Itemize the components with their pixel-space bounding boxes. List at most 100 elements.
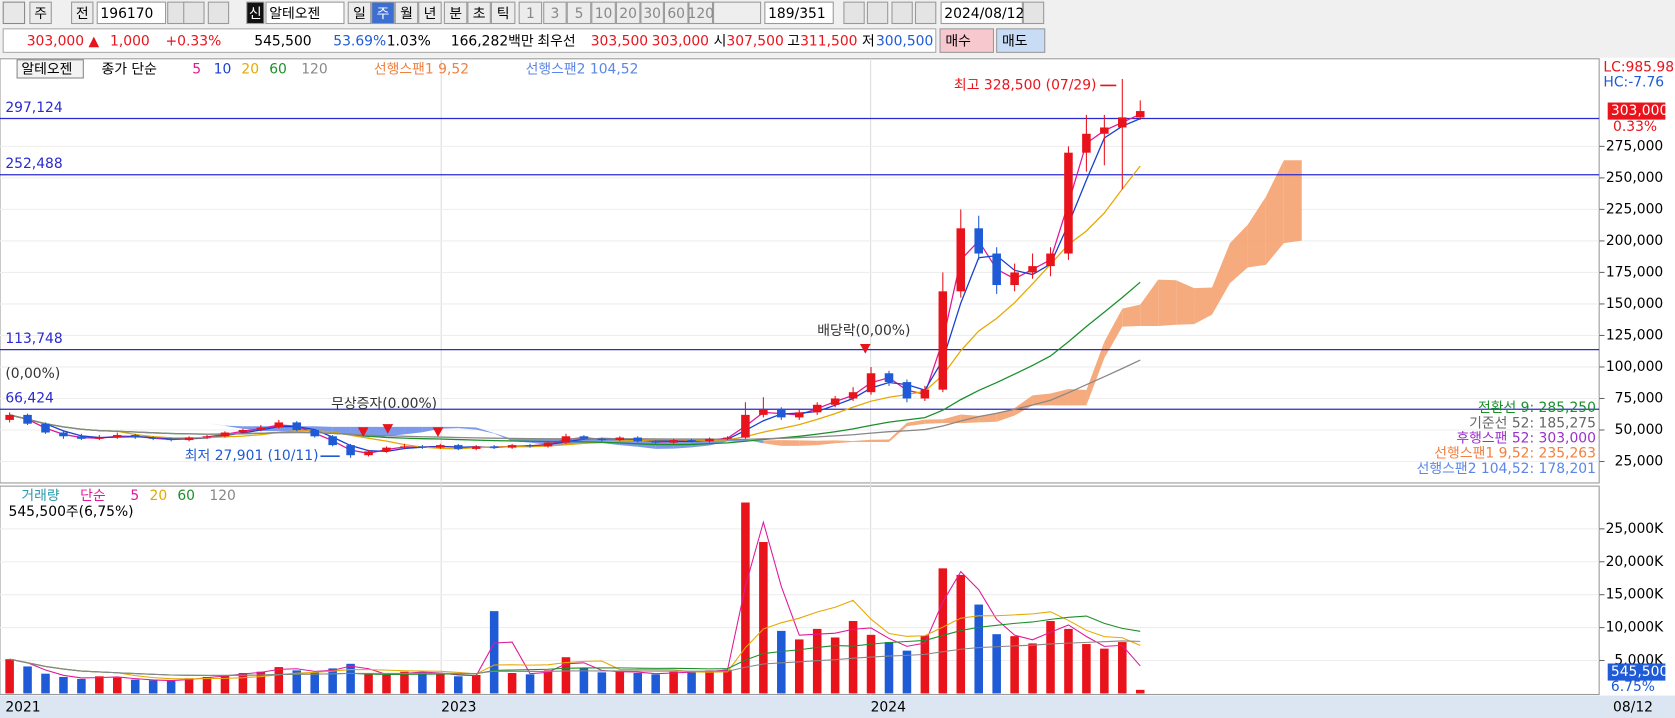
toolbar-field[interactable] bbox=[418, 1, 442, 25]
toolbar-field[interactable] bbox=[265, 1, 345, 25]
candle-body bbox=[148, 437, 158, 439]
toolbar-field[interactable] bbox=[371, 1, 395, 25]
ichimoku-cloud bbox=[924, 419, 943, 424]
toolbar-text: 2024/08/12 bbox=[944, 6, 1024, 22]
toolbar-text: 60 bbox=[667, 6, 685, 22]
trade-button-text: 매도 bbox=[1002, 34, 1028, 50]
volume-bar bbox=[1135, 689, 1145, 694]
volume-bar bbox=[687, 672, 696, 694]
toolbar-field[interactable] bbox=[764, 1, 834, 25]
candle-body bbox=[364, 451, 373, 456]
toolbar-text: 신 bbox=[249, 6, 262, 22]
toolbar-field[interactable] bbox=[543, 1, 567, 25]
toolbar-text: 120 bbox=[688, 6, 714, 22]
tool-button[interactable] bbox=[843, 1, 865, 25]
volume-bar bbox=[597, 672, 607, 694]
candle-body bbox=[400, 446, 409, 448]
toolbar-field[interactable] bbox=[443, 1, 468, 25]
volume-bar bbox=[1118, 642, 1127, 694]
volume-bar bbox=[382, 674, 391, 694]
volume-bar bbox=[436, 673, 445, 694]
toolbar-text: 전 bbox=[76, 6, 89, 22]
ichimoku-cloud bbox=[799, 440, 818, 446]
tool-button[interactable] bbox=[891, 1, 913, 25]
candle-body bbox=[561, 436, 571, 443]
candle-body bbox=[471, 446, 481, 449]
toolbar-field[interactable] bbox=[566, 1, 592, 25]
trade-button-text: 매수 bbox=[945, 34, 971, 50]
tool-button[interactable] bbox=[207, 1, 230, 25]
price-tick-label: 225,000 bbox=[1606, 201, 1663, 217]
quote-bar bbox=[2, 28, 937, 53]
quote-text: 최우선 bbox=[537, 34, 575, 50]
tool-button[interactable] bbox=[914, 1, 937, 25]
quote-text: 545,500 bbox=[254, 34, 311, 50]
ichimoku-cloud bbox=[817, 440, 836, 446]
toolbar-field[interactable] bbox=[96, 1, 167, 25]
quote-text: 저 bbox=[862, 34, 875, 50]
volume-bar bbox=[471, 674, 481, 694]
toolbar-field[interactable] bbox=[615, 1, 641, 25]
ichimoku-cloud bbox=[1032, 393, 1051, 406]
ichimoku-cloud bbox=[853, 439, 872, 442]
volume-bar bbox=[95, 676, 104, 694]
toolbar-field[interactable] bbox=[591, 1, 616, 25]
toolbar-text: 월 bbox=[400, 6, 413, 22]
menu-icon[interactable] bbox=[2, 1, 26, 25]
ichimoku-cloud bbox=[404, 426, 423, 435]
volume-bar bbox=[543, 670, 553, 694]
date-label: 08/12 bbox=[1613, 699, 1653, 715]
volume-bar bbox=[1028, 643, 1037, 694]
candle-body bbox=[328, 436, 337, 446]
toolbar-field[interactable] bbox=[71, 1, 94, 25]
candle-body bbox=[741, 414, 750, 438]
tool-button[interactable] bbox=[1022, 1, 1045, 25]
toolbar-field[interactable] bbox=[663, 1, 689, 25]
toolbar-field[interactable] bbox=[640, 1, 664, 25]
toolbar-field[interactable] bbox=[246, 1, 265, 25]
toolbar-field[interactable] bbox=[490, 1, 516, 25]
volume-bar bbox=[77, 678, 86, 694]
volume-bar bbox=[705, 670, 714, 694]
toolbar-field[interactable] bbox=[688, 1, 714, 25]
toolbar-field[interactable] bbox=[467, 1, 491, 25]
toolbar-text: 1 bbox=[526, 6, 535, 22]
toolbar-field[interactable] bbox=[394, 1, 419, 25]
volume-bar bbox=[579, 668, 589, 694]
sell-button[interactable] bbox=[996, 28, 1046, 53]
candle-body bbox=[59, 432, 68, 437]
buy-button[interactable] bbox=[939, 28, 994, 53]
toolbar-field[interactable] bbox=[940, 1, 1023, 25]
tool-button[interactable] bbox=[183, 1, 205, 25]
tool-button[interactable] bbox=[866, 1, 889, 25]
empty-dropdown[interactable] bbox=[713, 1, 762, 25]
current-price-label: 303,000 bbox=[1611, 103, 1668, 119]
candle-body bbox=[956, 228, 966, 292]
volume-bar bbox=[310, 672, 319, 694]
toolbar-field[interactable] bbox=[518, 1, 543, 25]
price-legend-item: 10 bbox=[214, 61, 232, 77]
volume-bar bbox=[848, 621, 858, 694]
candle-body bbox=[1118, 117, 1127, 128]
volume-bar bbox=[23, 666, 32, 694]
toolbar-text: 틱 bbox=[497, 6, 510, 22]
volume-bar bbox=[1046, 621, 1055, 694]
candle-body bbox=[113, 435, 122, 438]
volume-bar bbox=[777, 630, 786, 694]
price-tick-label: 275,000 bbox=[1606, 138, 1663, 154]
price-tick-label: 150,000 bbox=[1606, 296, 1663, 312]
volume-current-label: 545,500 bbox=[1611, 664, 1668, 680]
volume-bar bbox=[489, 611, 499, 694]
toolbar-field[interactable] bbox=[29, 1, 52, 25]
candle-body bbox=[866, 373, 876, 393]
candle-body bbox=[489, 446, 499, 448]
ichimoku-cloud bbox=[224, 425, 243, 429]
volume-bar bbox=[148, 680, 158, 694]
candle-body bbox=[346, 445, 355, 456]
candle-body bbox=[1028, 266, 1037, 273]
candle-body bbox=[454, 445, 463, 449]
toolbar-text: 189/351 bbox=[768, 6, 826, 22]
indicator-label: 기준선 52: 185,275 bbox=[1469, 415, 1596, 431]
toolbar-field[interactable] bbox=[347, 1, 372, 25]
